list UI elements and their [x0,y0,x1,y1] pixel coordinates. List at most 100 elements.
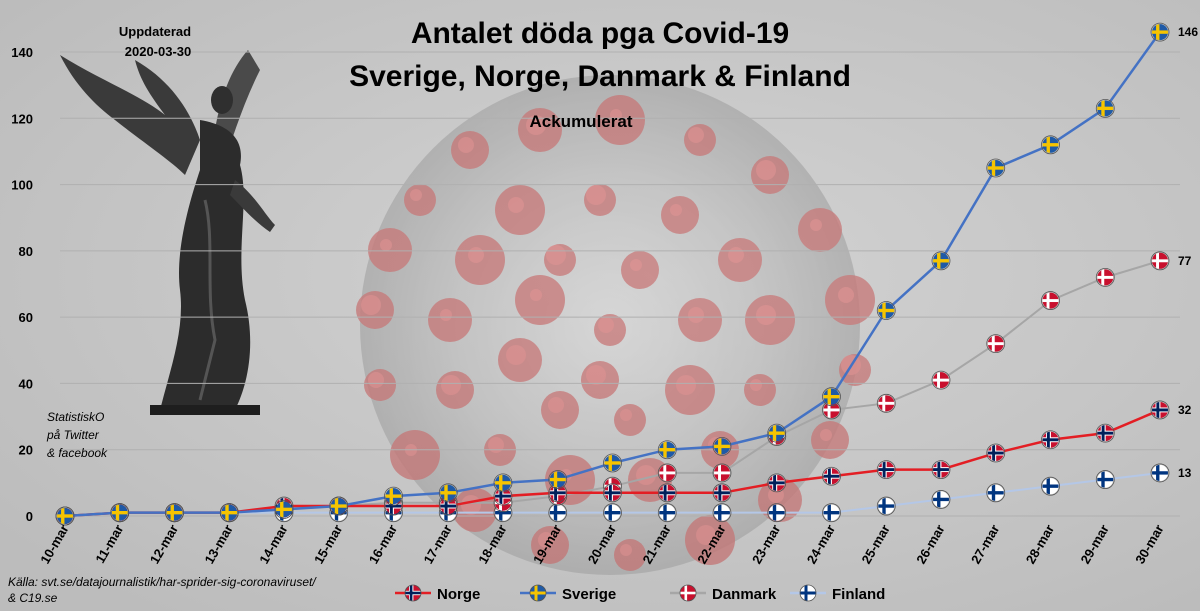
legend: Norge Sverige Danmark Finland [395,584,885,603]
finland-flag-icon [799,584,817,602]
virus-spike-highlight [508,197,524,213]
denmark-flag-icon [876,393,896,413]
virus-spike [498,338,542,382]
virus-spike [614,404,646,436]
virus-spike [839,354,871,386]
credit-line-3: & facebook [47,446,108,460]
virus-spike [581,361,619,399]
virus-spike-highlight [410,189,422,201]
virus-spike-highlight [810,219,822,231]
legend-item-finland: Finland [790,584,885,603]
sweden-flag-icon [55,506,75,526]
norway-flag-icon [767,473,787,493]
virus-spike-highlight [688,307,704,323]
virus-spike [436,371,474,409]
virus-spike [368,228,412,272]
virus-spike [356,291,394,329]
virus-spike [811,421,849,459]
end-label-norge: 32 [1178,403,1192,417]
virus-spike [718,238,762,282]
chart-title-line1: Antalet döda pga Covid-19 [411,17,789,50]
denmark-flag-icon [712,463,732,483]
virus-spike-highlight [368,372,384,388]
y-tick-label: 100 [11,178,33,193]
sweden-flag-icon [219,503,239,523]
virus-spike [614,539,646,571]
legend-item-danmark: Danmark [670,584,777,603]
norway-flag-icon [1150,400,1170,420]
finland-flag-icon [712,503,732,523]
virus-spike-highlight [620,409,632,421]
virus-spike [621,251,659,289]
virus-spike [531,526,569,564]
norway-flag-icon [657,483,677,503]
series-sverige [55,22,1170,526]
sweden-flag-icon [165,503,184,523]
virus-spike [595,95,645,145]
virus-spike [404,184,436,216]
y-tick-label: 20 [19,443,33,458]
virus-spike [684,124,716,156]
sweden-flag-icon [110,503,130,523]
sweden-flag-icon [931,251,951,271]
virus-spike-highlight [688,127,704,143]
sweden-flag-icon [657,440,677,460]
end-label-danmark: 77 [1178,254,1192,268]
virus-spike [390,430,440,480]
y-tick-label: 0 [26,509,33,524]
norway-flag-icon [404,584,422,602]
virus-spike-highlight [380,239,392,251]
updated-date: 2020-03-30 [125,44,192,59]
norway-flag-icon [603,483,622,503]
y-tick-label: 60 [19,310,33,325]
denmark-flag-icon [1041,291,1060,310]
norway-flag-icon [1041,430,1060,450]
denmark-flag-icon [1095,267,1115,287]
finland-flag-icon [767,503,787,523]
y-tick-label: 120 [11,111,33,126]
sweden-flag-icon [712,436,732,456]
virus-spike [825,275,875,325]
sweden-flag-icon [986,158,1006,178]
sweden-flag-icon [1150,22,1170,42]
virus-spike-highlight [548,397,564,413]
virus-spike-highlight [538,532,554,548]
finland-flag-icon [876,496,896,516]
norway-flag-icon [548,483,568,503]
end-label-sverige: 146 [1178,25,1198,39]
virus-spike [495,185,545,235]
virus-spike-highlight [820,429,832,441]
virus-spike-highlight [530,289,542,301]
virus-spike-highlight [620,544,632,556]
chart-subtitle: Ackumulerat [530,112,633,131]
virus-spike-highlight [676,375,696,395]
legend-item-norge: Norge [395,584,480,603]
legend-item-sverige: Sverige [520,584,616,603]
virus-spike-highlight [696,525,716,545]
virus-spike [544,244,576,276]
sweden-flag-icon [603,453,622,473]
virus-spike [798,208,842,252]
virus-spike [541,391,579,429]
virus-spike [685,515,735,565]
denmark-flag-icon [822,400,841,420]
virus-spike [665,365,715,415]
virus-spike [661,196,699,234]
sweden-flag-icon [548,470,568,489]
chart-title-line2: Sverige, Norge, Danmark & Finland [349,60,851,93]
virus-spike-highlight [670,204,682,216]
sweden-flag-icon [438,483,458,503]
virus-spike [678,298,722,342]
virus-spike-highlight [468,247,484,263]
norway-flag-icon [876,460,896,480]
credit-line-2: på Twitter [46,428,100,442]
virus-spike [428,298,472,342]
finland-flag-icon [657,503,677,523]
virus-spike-highlight [361,295,381,315]
virus-spike-highlight [458,137,474,153]
denmark-flag-icon [931,370,951,390]
virus-spike [451,131,489,169]
legend-label: Finland [832,586,885,603]
virus-spike-highlight [756,305,776,325]
